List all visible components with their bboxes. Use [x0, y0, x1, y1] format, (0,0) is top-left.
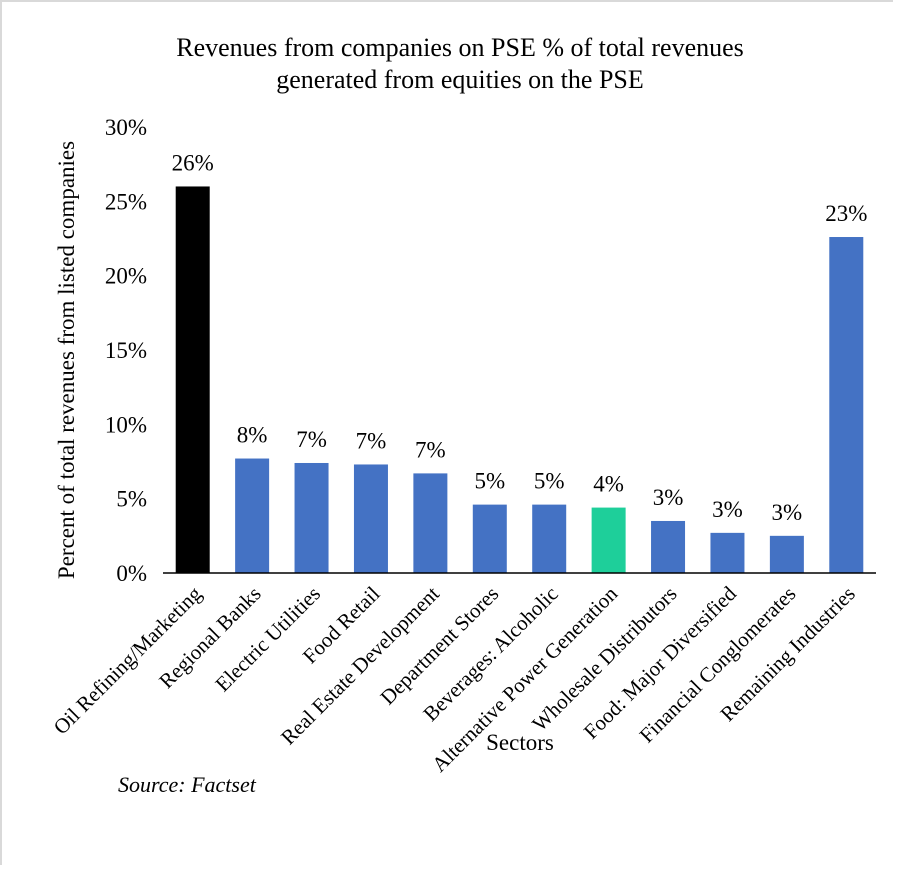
bar [591, 507, 626, 573]
data-label: 7% [356, 428, 387, 453]
y-tick-label: 0% [116, 561, 147, 586]
bar [353, 464, 388, 573]
bar [651, 520, 686, 573]
y-tick-label: 20% [105, 264, 147, 289]
bar [472, 504, 507, 573]
bar [769, 535, 804, 573]
bar [175, 186, 210, 573]
bar [710, 532, 745, 573]
data-label: 5% [534, 469, 565, 494]
data-label: 3% [653, 485, 684, 510]
y-axis-label: Percent of total revenues from listed co… [54, 141, 79, 579]
x-tick-label: Electric Utilities [210, 582, 325, 697]
bar [294, 462, 329, 573]
x-tick-label: Regional Banks [154, 582, 265, 693]
y-tick-label: 5% [116, 487, 147, 512]
bar [235, 458, 270, 573]
x-axis-label: Sectors [486, 730, 554, 755]
bar [829, 237, 864, 573]
data-label: 23% [825, 201, 867, 226]
data-label: 7% [415, 437, 446, 462]
chart-title-line-2: generated from equities on the PSE [276, 65, 644, 94]
data-label: 3% [712, 497, 743, 522]
data-label: 3% [772, 500, 803, 525]
y-axis-ticks: 0% 5% 10% 15% 20% 25% 30% [105, 115, 147, 586]
y-tick-label: 10% [105, 412, 147, 437]
data-label: 5% [474, 469, 505, 494]
data-label: 7% [296, 427, 327, 452]
chart-title-line-1: Revenues from companies on PSE % of tota… [176, 33, 744, 62]
data-labels: 26% 8% 7% 7% 7% 5% 5% 4% 3% 3% 3% 23% [172, 150, 868, 524]
bar [532, 504, 567, 573]
data-label: 4% [593, 472, 624, 497]
y-tick-label: 15% [105, 338, 147, 363]
data-label: 8% [237, 423, 268, 448]
source-note: Source: Factset [118, 772, 257, 797]
data-label: 26% [172, 150, 214, 175]
bars [175, 186, 864, 573]
y-tick-label: 25% [105, 189, 147, 214]
y-tick-label: 30% [105, 115, 147, 140]
bar [413, 473, 448, 573]
